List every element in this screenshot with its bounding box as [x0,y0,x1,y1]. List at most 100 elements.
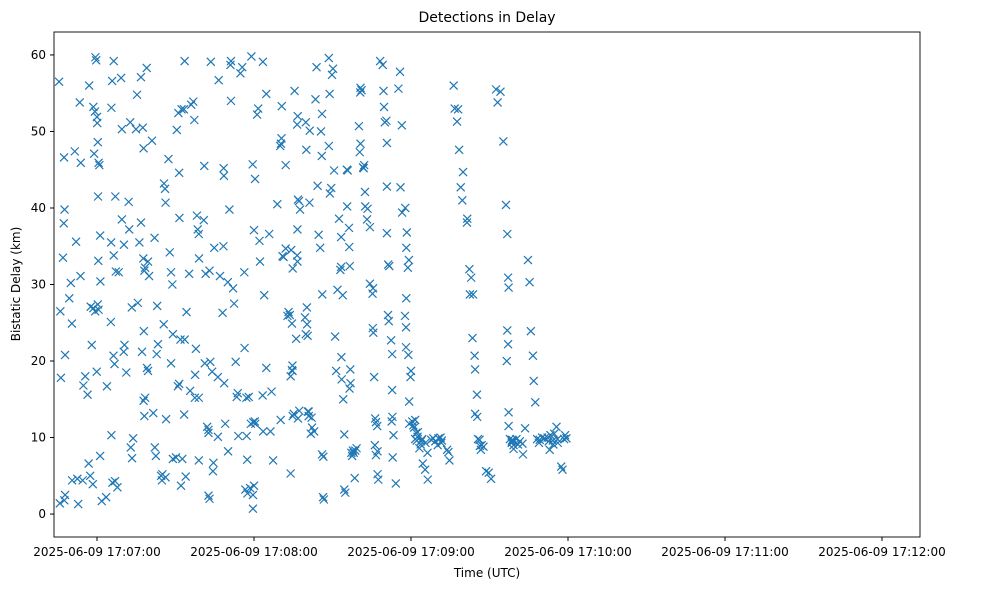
data-point [379,86,388,96]
data-point [268,456,278,465]
data-point [493,97,503,107]
data-point [325,89,335,99]
data-point [373,475,383,485]
data-point [127,453,137,463]
data-point [502,356,512,366]
data-point [400,311,410,321]
y-tick-label: 20 [31,354,46,368]
y-tick-label: 10 [31,431,46,445]
data-point [330,332,340,341]
data-point [241,393,251,403]
data-point [59,218,69,228]
data-point [501,200,511,210]
data-point [174,379,184,389]
data-point [291,334,301,344]
data-point [204,425,213,435]
data-point [530,397,540,407]
data-point [190,393,200,403]
data-point [261,363,271,373]
data-point [93,256,103,266]
data-point [248,504,258,514]
data-point [218,308,228,318]
data-point [139,396,149,406]
data-point [319,495,329,504]
data-point [71,237,81,247]
data-point [281,244,291,253]
data-point [152,349,162,359]
data-point [386,335,396,345]
chart-title: Detections in Delay [418,10,555,26]
data-point [90,107,100,117]
data-point [479,442,488,452]
data-point [420,465,430,475]
data-point [340,488,350,498]
data-point [250,419,260,429]
data-point [92,367,102,377]
x-tick-label: 2025-06-09 17:10:00 [504,545,631,559]
data-point [315,243,325,253]
data-point [391,479,401,488]
data-point [235,68,245,78]
data-point [293,224,302,234]
data-point [356,83,365,93]
data-point [219,378,229,388]
data-point [300,312,310,322]
data-point [174,168,184,178]
data-point [382,138,392,148]
data-point [545,445,555,455]
data-point [245,483,255,493]
data-point [255,257,265,266]
data-point [259,290,269,300]
data-point [224,205,234,214]
data-point [401,243,411,253]
data-point [387,385,397,395]
x-tick-label: 2025-06-09 17:11:00 [661,545,788,559]
data-point [239,267,249,277]
data-point [403,350,413,360]
data-point [166,358,176,368]
data-point [142,63,152,73]
data-point [287,365,297,375]
data-point [176,481,186,491]
y-tick-label: 40 [31,201,46,215]
data-point [384,261,394,271]
data-point [481,466,491,476]
data-point [94,160,104,170]
data-point [294,406,304,416]
data-point [504,407,514,417]
data-point [355,147,365,157]
data-point [304,407,314,416]
data-point [307,413,316,423]
data-point [180,335,190,345]
data-point [402,228,412,237]
data-point [136,218,146,227]
data-point [468,290,478,299]
data-point [95,231,105,240]
data-point [144,271,154,281]
data-point [73,499,83,509]
data-point [359,163,369,173]
data-point [75,97,85,107]
data-point [311,94,320,104]
data-point [177,454,187,464]
data-point [518,449,528,459]
data-point [404,255,414,265]
data-point [153,339,163,349]
data-point [112,482,122,492]
data-point [131,124,141,134]
data-point [173,381,183,391]
data-point [504,421,514,431]
data-point [462,214,472,224]
data-point [445,456,454,465]
data-point [140,263,150,273]
data-point [303,331,313,341]
data-point [281,160,291,170]
data-point [204,491,213,501]
data-point [93,137,103,147]
data-point [502,229,512,239]
data-point [502,325,512,335]
data-point [359,160,369,170]
data-point [226,96,236,106]
data-point [436,438,446,448]
data-point [354,121,364,131]
